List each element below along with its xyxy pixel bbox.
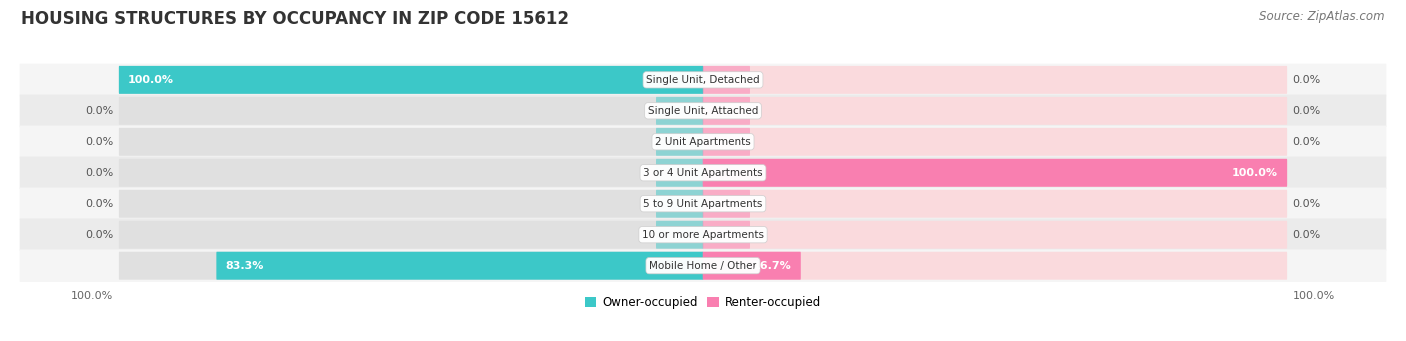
FancyBboxPatch shape [120, 252, 703, 280]
Text: 100.0%: 100.0% [1232, 168, 1278, 178]
FancyBboxPatch shape [703, 97, 1286, 125]
FancyBboxPatch shape [703, 97, 749, 125]
Text: 0.0%: 0.0% [1292, 199, 1320, 209]
FancyBboxPatch shape [703, 66, 749, 94]
Text: 0.0%: 0.0% [86, 199, 114, 209]
FancyBboxPatch shape [20, 188, 1386, 220]
FancyBboxPatch shape [120, 221, 703, 249]
FancyBboxPatch shape [20, 94, 1386, 127]
FancyBboxPatch shape [120, 66, 703, 94]
FancyBboxPatch shape [20, 250, 1386, 282]
Text: 5 to 9 Unit Apartments: 5 to 9 Unit Apartments [644, 199, 762, 209]
Text: 3 or 4 Unit Apartments: 3 or 4 Unit Apartments [643, 168, 763, 178]
Legend: Owner-occupied, Renter-occupied: Owner-occupied, Renter-occupied [579, 292, 827, 314]
Text: 0.0%: 0.0% [86, 106, 114, 116]
FancyBboxPatch shape [657, 97, 703, 125]
Text: 16.7%: 16.7% [754, 261, 792, 271]
FancyBboxPatch shape [703, 159, 1286, 187]
Text: 100.0%: 100.0% [1292, 291, 1334, 301]
FancyBboxPatch shape [217, 252, 703, 280]
Text: Mobile Home / Other: Mobile Home / Other [650, 261, 756, 271]
Text: 0.0%: 0.0% [86, 230, 114, 240]
FancyBboxPatch shape [657, 190, 703, 218]
FancyBboxPatch shape [703, 221, 1286, 249]
Text: 2 Unit Apartments: 2 Unit Apartments [655, 137, 751, 147]
FancyBboxPatch shape [703, 221, 749, 249]
FancyBboxPatch shape [703, 128, 749, 156]
Text: 10 or more Apartments: 10 or more Apartments [643, 230, 763, 240]
FancyBboxPatch shape [703, 66, 1286, 94]
Text: Source: ZipAtlas.com: Source: ZipAtlas.com [1260, 10, 1385, 23]
FancyBboxPatch shape [20, 219, 1386, 251]
FancyBboxPatch shape [703, 252, 801, 280]
FancyBboxPatch shape [120, 159, 703, 187]
FancyBboxPatch shape [703, 190, 1286, 218]
Text: 100.0%: 100.0% [128, 75, 174, 85]
FancyBboxPatch shape [703, 128, 1286, 156]
Text: 83.3%: 83.3% [225, 261, 264, 271]
FancyBboxPatch shape [657, 159, 703, 187]
Text: 0.0%: 0.0% [86, 137, 114, 147]
FancyBboxPatch shape [120, 128, 703, 156]
Text: 0.0%: 0.0% [1292, 230, 1320, 240]
FancyBboxPatch shape [657, 128, 703, 156]
Text: 0.0%: 0.0% [1292, 137, 1320, 147]
FancyBboxPatch shape [120, 66, 703, 94]
Text: 0.0%: 0.0% [1292, 75, 1320, 85]
FancyBboxPatch shape [20, 64, 1386, 96]
FancyBboxPatch shape [657, 221, 703, 249]
FancyBboxPatch shape [703, 252, 1286, 280]
FancyBboxPatch shape [20, 157, 1386, 189]
FancyBboxPatch shape [20, 125, 1386, 158]
Text: 0.0%: 0.0% [86, 168, 114, 178]
Text: 0.0%: 0.0% [1292, 106, 1320, 116]
Text: 100.0%: 100.0% [72, 291, 114, 301]
Text: Single Unit, Attached: Single Unit, Attached [648, 106, 758, 116]
FancyBboxPatch shape [703, 190, 749, 218]
FancyBboxPatch shape [120, 190, 703, 218]
Text: Single Unit, Detached: Single Unit, Detached [647, 75, 759, 85]
Text: HOUSING STRUCTURES BY OCCUPANCY IN ZIP CODE 15612: HOUSING STRUCTURES BY OCCUPANCY IN ZIP C… [21, 10, 569, 28]
FancyBboxPatch shape [120, 97, 703, 125]
FancyBboxPatch shape [703, 159, 1286, 187]
